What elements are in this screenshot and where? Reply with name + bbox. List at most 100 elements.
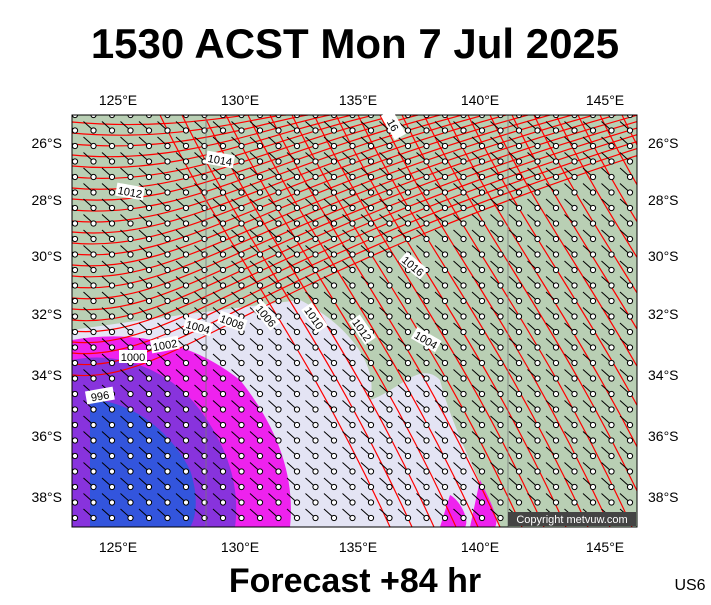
station: [72, 452, 79, 460]
station: [275, 375, 282, 382]
station: [275, 499, 282, 506]
station: [460, 251, 467, 258]
isobar: [72, 115, 633, 527]
station: [293, 173, 301, 181]
isobar: [181, 115, 413, 527]
isobar: [72, 115, 637, 493]
station: [275, 359, 282, 367]
station: [72, 406, 79, 413]
station: [293, 437, 301, 444]
station: [219, 499, 227, 506]
station: [145, 328, 153, 336]
station: [441, 452, 449, 460]
station: [423, 127, 430, 134]
station: [330, 421, 338, 429]
station: [72, 468, 79, 475]
station: [626, 127, 634, 134]
station: [127, 251, 134, 258]
station: [72, 189, 79, 196]
station: [386, 328, 393, 336]
contour-label-bg: [380, 109, 407, 141]
station: [275, 421, 282, 429]
station: [72, 390, 79, 398]
station: [127, 452, 134, 460]
station: [571, 390, 578, 398]
station: [441, 328, 449, 336]
station: [108, 297, 116, 305]
station: [72, 158, 79, 165]
station: [127, 127, 134, 134]
station: [626, 483, 634, 491]
station: [460, 452, 467, 460]
station: [589, 313, 597, 320]
station: [571, 359, 578, 367]
station: [72, 282, 79, 289]
station: [626, 189, 634, 196]
station: [552, 251, 560, 258]
station: [108, 282, 116, 289]
station: [90, 375, 97, 382]
station: [238, 406, 245, 413]
station: [72, 297, 79, 305]
station: [441, 375, 449, 382]
station: [108, 204, 116, 212]
station: [534, 375, 541, 382]
station: [90, 297, 97, 305]
station: [478, 328, 486, 336]
station: [90, 235, 97, 243]
station: [349, 375, 356, 382]
station: [497, 142, 504, 150]
station: [534, 204, 541, 212]
station: [238, 266, 245, 274]
station: [219, 328, 227, 336]
station: [145, 483, 153, 491]
station: [256, 359, 264, 367]
station: [330, 328, 338, 336]
station: [515, 406, 523, 413]
station: [256, 421, 264, 429]
station: [145, 220, 153, 227]
station: [293, 251, 301, 258]
station: [478, 282, 486, 289]
station: [589, 173, 597, 181]
station: [293, 127, 301, 134]
station: [441, 127, 449, 134]
station: [256, 266, 264, 274]
contour-label-bg: [149, 335, 180, 354]
station: [72, 499, 79, 506]
station: [182, 158, 190, 165]
station: [404, 406, 412, 413]
station: [219, 282, 227, 289]
station: [441, 390, 449, 398]
station: [72, 127, 79, 134]
station: [312, 468, 319, 475]
station: [571, 468, 578, 475]
station: [626, 220, 634, 227]
station: [497, 390, 504, 398]
station: [145, 189, 153, 196]
station: [497, 514, 504, 522]
lat-label-right: 28°S: [648, 192, 679, 208]
station: [552, 204, 560, 212]
station: [182, 359, 190, 367]
contour-label-bg: [398, 251, 429, 280]
station: [552, 297, 560, 305]
station: [182, 437, 190, 444]
station: [386, 437, 393, 444]
station: [90, 142, 97, 150]
station: [219, 514, 227, 522]
station: [552, 127, 560, 134]
station: [108, 406, 116, 413]
station: [330, 437, 338, 444]
station: [312, 359, 319, 367]
station: [238, 127, 245, 134]
station: [404, 468, 412, 475]
station: [367, 297, 375, 305]
station: [571, 483, 578, 491]
station: [589, 251, 597, 258]
copyright: Copyright metvuw.com: [516, 514, 627, 526]
station: [626, 266, 634, 274]
station: [460, 220, 467, 227]
station: [330, 359, 338, 367]
